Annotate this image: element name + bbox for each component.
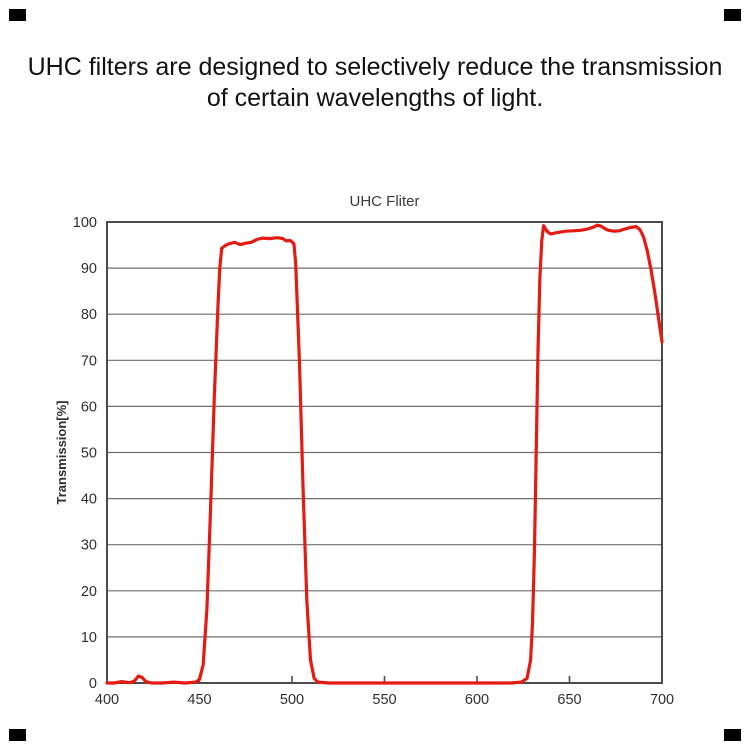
- y-tick-label: 10: [81, 630, 97, 646]
- page-heading: UHC filters are designed to selectively …: [0, 52, 750, 114]
- y-tick-label: 60: [81, 399, 97, 415]
- y-tick-label: 90: [81, 261, 97, 277]
- x-tick-label: 700: [650, 692, 674, 708]
- corner-mark-bottom-left: [9, 729, 26, 741]
- y-tick-label: 70: [81, 353, 97, 369]
- transmission-curve: [105, 223, 664, 685]
- y-tick-label: 80: [81, 307, 97, 323]
- corner-mark-top-left: [9, 9, 26, 21]
- y-tick-label: 50: [81, 446, 97, 462]
- x-tick-label: 600: [465, 692, 489, 708]
- y-axis-label: Transmission[%]: [54, 400, 69, 504]
- y-tick-label: 20: [81, 584, 97, 600]
- x-tick-label: 650: [557, 692, 581, 708]
- x-tick-label: 500: [280, 692, 304, 708]
- corner-mark-top-right: [724, 9, 741, 21]
- y-tick-label: 30: [81, 538, 97, 554]
- y-tick-label: 0: [89, 676, 97, 692]
- x-tick-label: 400: [95, 692, 119, 708]
- y-tick-label: 40: [81, 492, 97, 508]
- y-tick-label: 100: [73, 215, 97, 231]
- chart-title: UHC Fliter: [350, 193, 420, 210]
- x-tick-label: 450: [187, 692, 211, 708]
- x-tick-label: 550: [372, 692, 396, 708]
- heading-line-1: UHC filters are designed to selectively …: [27, 53, 723, 81]
- heading-line-2: of certain wavelengths of light.: [206, 84, 544, 112]
- corner-mark-bottom-right: [724, 729, 741, 741]
